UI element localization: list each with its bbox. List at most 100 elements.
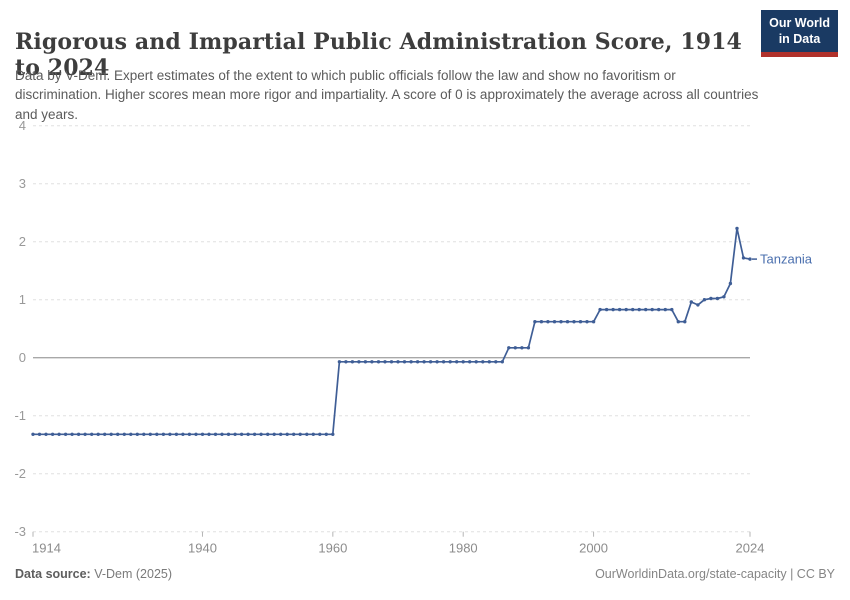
data-point[interactable] [526,346,531,350]
data-point[interactable] [363,360,368,364]
data-point[interactable] [487,360,491,364]
data-point[interactable] [657,307,661,312]
data-point[interactable] [76,432,81,436]
data-point[interactable] [474,360,478,364]
data-point[interactable] [129,432,133,436]
data-point[interactable] [259,432,263,436]
data-point[interactable] [285,432,289,436]
data-point[interactable] [507,346,511,350]
data-point[interactable] [90,432,94,436]
data-point[interactable] [461,360,465,364]
data-point[interactable] [142,432,146,436]
data-point[interactable] [455,360,459,364]
data-point[interactable] [722,295,726,299]
data-point[interactable] [70,432,74,436]
data-point[interactable] [402,360,407,364]
data-point[interactable] [155,432,159,436]
data-point[interactable] [428,360,433,364]
data-point[interactable] [624,307,628,312]
data-point[interactable] [246,432,250,436]
data-point[interactable] [422,360,426,364]
data-point[interactable] [357,360,361,364]
data-point[interactable] [187,432,192,436]
data-point[interactable] [226,432,231,436]
data-point[interactable] [552,320,557,324]
data-point[interactable] [122,432,127,436]
data-point[interactable] [441,360,446,364]
data-point[interactable] [279,432,283,436]
data-point[interactable] [604,307,609,312]
data-point[interactable] [305,432,309,436]
data-point[interactable] [494,360,498,364]
data-point[interactable] [715,296,720,301]
data-point[interactable] [728,281,733,286]
data-point[interactable] [598,307,602,312]
data-point[interactable] [292,432,296,436]
data-point[interactable] [63,432,68,436]
data-point[interactable] [376,360,381,364]
data-point[interactable] [96,432,100,436]
data-point[interactable] [702,298,707,302]
data-point[interactable] [468,360,472,364]
data-point[interactable] [591,320,596,324]
data-point[interactable] [565,320,570,324]
data-point[interactable] [559,320,563,324]
data-point[interactable] [344,360,348,364]
data-point[interactable] [298,432,302,436]
data-point[interactable] [57,432,61,436]
data-point[interactable] [539,320,544,324]
data-point[interactable] [383,360,387,364]
data-point[interactable] [676,320,680,324]
data-point[interactable] [31,432,35,436]
data-point[interactable] [396,360,400,364]
data-point[interactable] [513,346,517,350]
data-point[interactable] [103,432,107,436]
data-point[interactable] [389,360,394,364]
data-point[interactable] [83,432,87,436]
data-point[interactable] [572,320,576,324]
data-point[interactable] [709,296,713,301]
data-point[interactable] [611,307,615,312]
data-point[interactable] [213,432,218,436]
data-point[interactable] [650,307,654,312]
data-point[interactable] [266,432,270,436]
trend-line-tanzania[interactable] [32,227,751,436]
data-point[interactable] [220,432,224,436]
data-point[interactable] [318,432,322,436]
data-point[interactable] [161,432,166,436]
data-point[interactable] [696,303,700,307]
data-point[interactable] [370,360,374,364]
data-point[interactable] [37,432,42,436]
data-point[interactable] [337,360,342,364]
data-point[interactable] [239,432,244,436]
data-point[interactable] [663,307,667,312]
credit-link[interactable]: OurWorldinData.org/state-capacity | CC B… [595,567,835,581]
data-point[interactable] [174,432,179,436]
data-point[interactable] [252,432,257,436]
data-point[interactable] [109,432,113,436]
data-point[interactable] [735,226,739,231]
data-point[interactable] [194,432,198,436]
data-point[interactable] [500,360,504,364]
data-point[interactable] [181,432,185,436]
data-point[interactable] [435,360,439,364]
data-point[interactable] [644,307,648,312]
data-point[interactable] [748,257,752,261]
owid-logo[interactable]: Our World in Data [761,10,838,57]
data-point[interactable] [44,432,48,436]
data-point[interactable] [670,307,674,312]
data-point[interactable] [520,346,524,350]
data-point[interactable] [585,320,589,324]
data-point[interactable] [415,360,420,364]
data-point[interactable] [350,360,355,364]
data-point[interactable] [168,432,172,436]
data-point[interactable] [233,432,237,436]
data-point[interactable] [631,307,635,312]
data-point[interactable] [50,432,55,436]
data-point[interactable] [116,432,120,436]
data-point[interactable] [324,432,328,436]
data-point[interactable] [331,432,335,436]
data-point[interactable] [207,432,211,436]
data-point[interactable] [409,360,413,364]
